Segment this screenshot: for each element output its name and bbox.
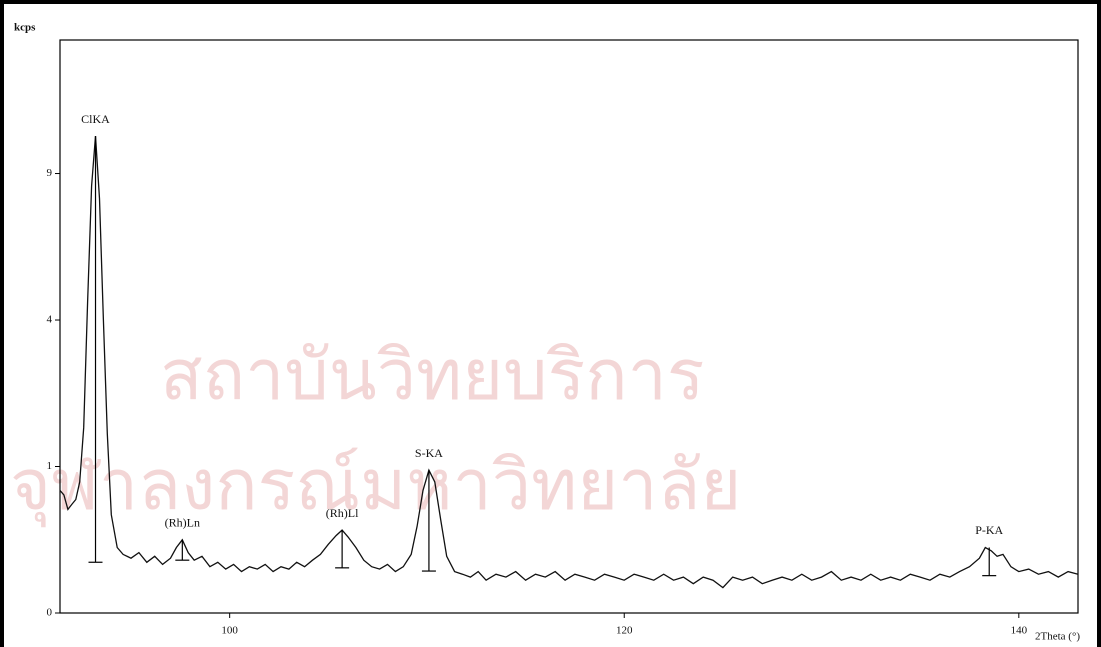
x-axis-title: 2Theta (°) bbox=[1035, 631, 1080, 643]
spectrum-line bbox=[59, 136, 1079, 589]
watermark: สถาบันวิทยบริการ bbox=[160, 334, 704, 416]
x-tick-label: 120 bbox=[616, 625, 633, 637]
peak-label: ClKA bbox=[81, 112, 110, 126]
peak-label: (Rh)Ln bbox=[165, 516, 200, 530]
plot-frame bbox=[59, 39, 1079, 614]
watermark: จุฬาลงกรณ์มหาวิทยาลัย bbox=[10, 444, 741, 528]
y-tick-label: 9 bbox=[47, 167, 53, 179]
y-tick-label: 4 bbox=[47, 314, 53, 326]
peak-label: P-KA bbox=[975, 523, 1003, 537]
y-axis-title: kcps bbox=[14, 22, 36, 34]
x-tick-label: 140 bbox=[1011, 625, 1028, 637]
peak-label: S-KA bbox=[415, 446, 443, 460]
y-tick-label: 1 bbox=[47, 460, 53, 472]
y-tick-label: 0 bbox=[47, 607, 53, 619]
peak-label: (Rh)Ll bbox=[326, 506, 359, 520]
x-tick-label: 100 bbox=[221, 625, 238, 637]
